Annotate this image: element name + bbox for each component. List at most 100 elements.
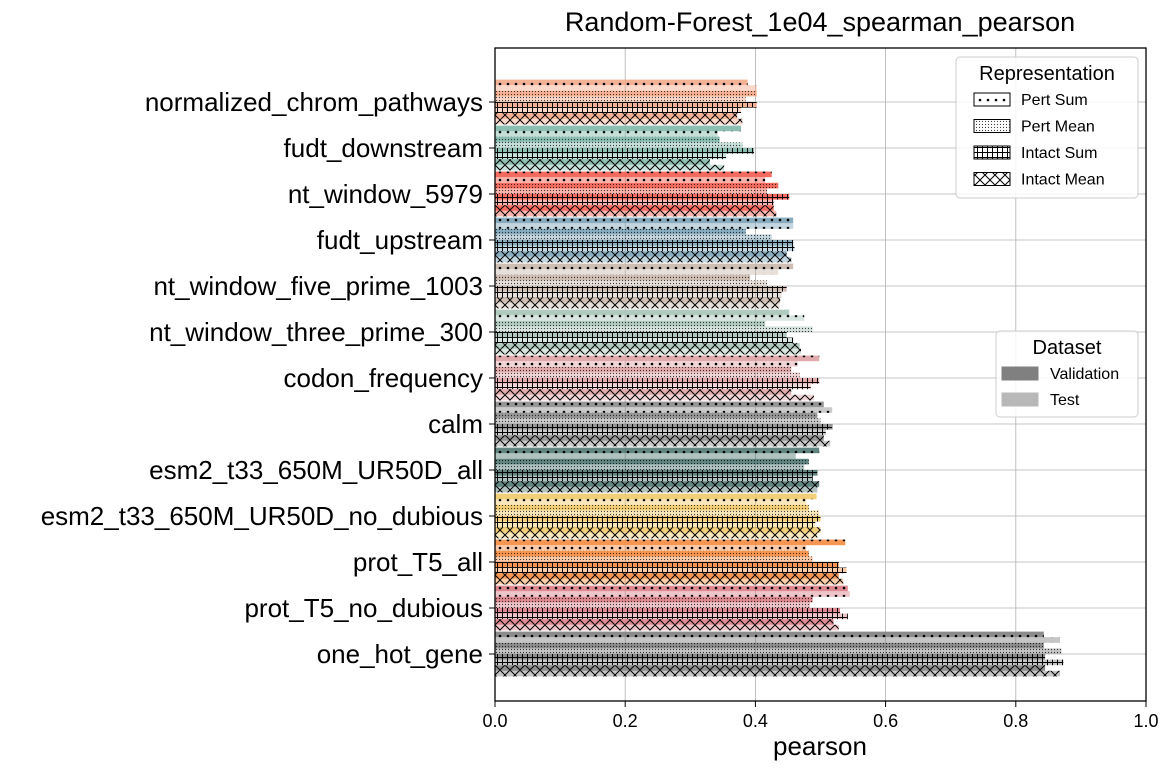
legend-swatch bbox=[973, 119, 1011, 133]
bar-hatch bbox=[495, 315, 805, 321]
bar-hatch bbox=[495, 602, 811, 608]
bar-hatch bbox=[495, 286, 787, 292]
bar-hatch bbox=[495, 475, 813, 482]
bar-hatch bbox=[495, 608, 841, 614]
bar-hatch bbox=[495, 527, 821, 533]
bar-hatch bbox=[495, 337, 794, 344]
bar-hatch bbox=[495, 348, 801, 355]
bar-hatch bbox=[495, 596, 813, 603]
bar-hatch bbox=[495, 217, 794, 224]
bar-hatch bbox=[495, 493, 817, 500]
bar-hatch bbox=[495, 539, 846, 546]
y-tick-label: fudt_upstream bbox=[317, 225, 483, 255]
bar-hatch bbox=[495, 269, 779, 275]
legend-swatch bbox=[1001, 392, 1039, 407]
bar-hatch bbox=[495, 631, 1044, 638]
bar-hatch bbox=[495, 499, 807, 505]
bar-hatch bbox=[495, 516, 821, 522]
bar-hatch bbox=[495, 665, 1046, 671]
bar-hatch bbox=[495, 464, 805, 470]
bar-hatch bbox=[495, 458, 809, 465]
bar-hatch bbox=[495, 567, 847, 574]
bar-hatch bbox=[495, 182, 779, 189]
bar-hatch bbox=[495, 164, 725, 171]
bar-hatch bbox=[495, 504, 809, 511]
bar-hatch bbox=[495, 228, 746, 235]
bar-hatch bbox=[495, 440, 831, 447]
bar-hatch bbox=[495, 326, 813, 332]
bar-hatch bbox=[495, 412, 818, 419]
bar-hatch bbox=[495, 562, 839, 568]
x-tick-label: 0.6 bbox=[873, 711, 898, 731]
y-tick-label: nt_window_five_prime_1003 bbox=[153, 271, 483, 301]
plot-frame bbox=[494, 47, 1147, 702]
bar-hatch bbox=[495, 372, 800, 378]
y-tick-label: esm2_t33_650M_UR50D_all bbox=[149, 455, 483, 485]
bar-hatch bbox=[495, 107, 742, 114]
bar-hatch bbox=[495, 188, 768, 194]
bar-hatch bbox=[495, 131, 718, 137]
bar-hatch bbox=[495, 210, 777, 217]
bar-hatch bbox=[495, 510, 820, 516]
bar-hatch bbox=[495, 125, 742, 132]
bar-hatch bbox=[495, 389, 792, 395]
bar-hatch bbox=[495, 545, 807, 551]
y-tick-label: nt_window_three_prime_300 bbox=[149, 317, 483, 347]
axes-layer: 0.0 0.2 0.4 0.6 0.8 1.0 normalized_chrom_pathw… bbox=[41, 47, 1159, 731]
bar-hatch bbox=[495, 407, 833, 413]
bar-hatch bbox=[495, 245, 795, 252]
bar-hatch bbox=[495, 394, 814, 401]
bar-hatch bbox=[495, 332, 787, 338]
bar-hatch bbox=[495, 453, 796, 459]
bar-hatch bbox=[495, 194, 790, 200]
y-tick-label: one_hot_gene bbox=[317, 639, 483, 669]
bar-hatch bbox=[495, 223, 794, 229]
bar-hatch bbox=[495, 90, 757, 97]
bar-hatch bbox=[495, 79, 748, 86]
x-tick-label: 0.4 bbox=[743, 711, 768, 731]
bar-hatch bbox=[495, 447, 820, 454]
y-tick-label: calm bbox=[428, 409, 483, 439]
legend-label: Intact Mean bbox=[1021, 172, 1105, 189]
bar-hatch bbox=[495, 624, 839, 631]
bar-hatch bbox=[495, 481, 820, 487]
y-tick-label: fudt_downstream bbox=[284, 133, 483, 163]
bar-hatch bbox=[495, 280, 768, 286]
bar-hatch bbox=[495, 240, 794, 246]
bar-hatch bbox=[495, 556, 813, 562]
bar-hatch bbox=[495, 585, 848, 592]
bar-hatch bbox=[495, 361, 798, 367]
bar-hatch bbox=[495, 118, 743, 125]
bar-hatch bbox=[495, 159, 710, 165]
bar-hatch bbox=[495, 302, 780, 309]
bar-hatch bbox=[495, 591, 850, 597]
legend-swatch bbox=[1001, 366, 1039, 381]
bar-hatch bbox=[495, 320, 766, 327]
y-tick-label: prot_T5_all bbox=[353, 547, 483, 577]
legend-swatch bbox=[973, 92, 1011, 107]
y-tick-label: prot_T5_no_dubious bbox=[244, 593, 483, 623]
bar-hatch bbox=[495, 251, 787, 257]
y-tick-label: normalized_chrom_pathways bbox=[145, 87, 483, 117]
bar-hatch bbox=[495, 578, 844, 585]
bar-hatch bbox=[495, 670, 1061, 677]
representation-legend: Representation Pert Sum Pert Mean Intact Su… bbox=[955, 56, 1139, 199]
legend-title: Representation bbox=[979, 63, 1115, 85]
bar-hatch bbox=[495, 378, 820, 384]
bar-hatch bbox=[495, 429, 826, 436]
bar-hatch bbox=[495, 424, 833, 430]
bar-hatch bbox=[495, 343, 800, 349]
bar-hatch bbox=[495, 532, 818, 539]
bar-hatch bbox=[495, 521, 816, 528]
bar-hatch bbox=[495, 113, 738, 119]
bar-hatch bbox=[495, 274, 751, 281]
bar-hatch bbox=[495, 659, 1064, 666]
x-tick-label: 0.2 bbox=[613, 711, 638, 731]
bar-hatch bbox=[495, 263, 794, 270]
bar-hatch bbox=[495, 85, 757, 91]
bar-hatch bbox=[495, 355, 820, 362]
bar-hatch bbox=[495, 171, 772, 178]
legend-swatch bbox=[973, 172, 1011, 186]
